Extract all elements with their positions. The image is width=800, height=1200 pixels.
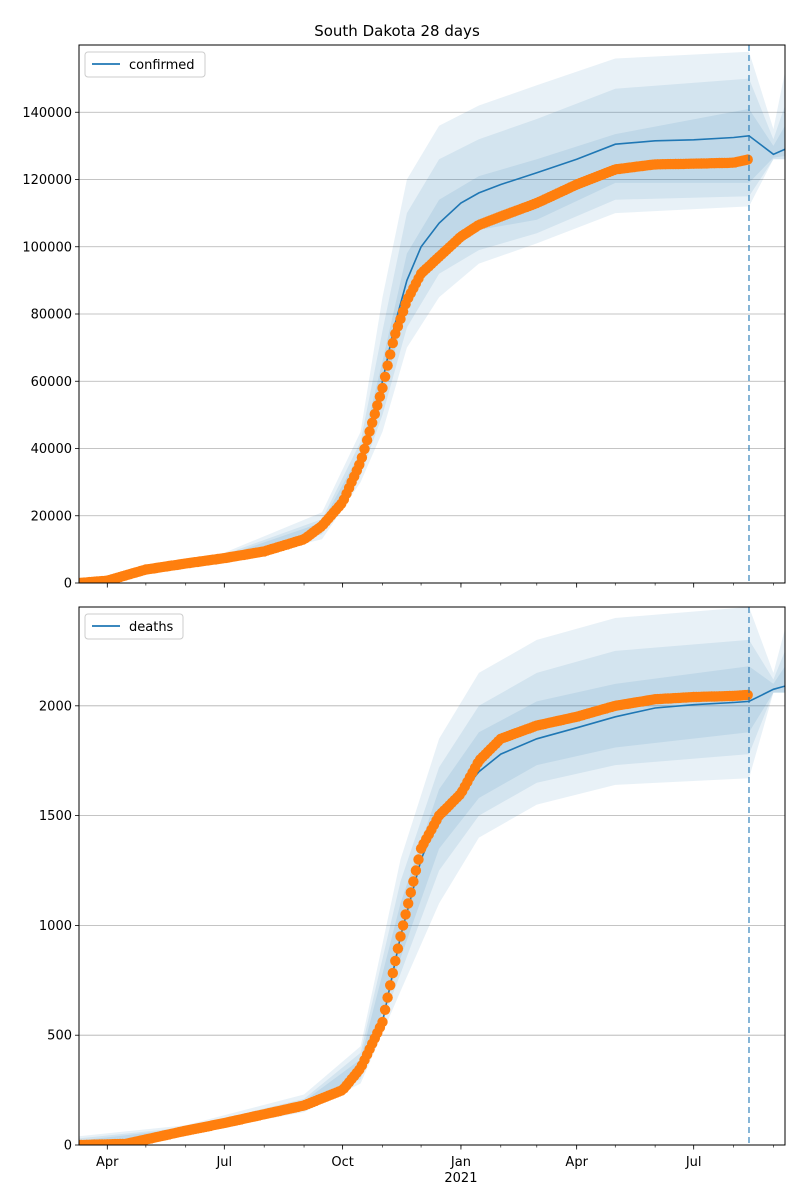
observed-point bbox=[382, 992, 393, 1003]
x-tick-year-label: 2021 bbox=[444, 1171, 477, 1186]
observed-point bbox=[356, 452, 368, 463]
observed-point bbox=[382, 360, 393, 371]
deaths-interval-bands bbox=[79, 607, 785, 1145]
deaths-y-axis: 0 500 1000 1500 2000 bbox=[39, 699, 79, 1154]
observed-point bbox=[367, 417, 378, 428]
observed-point bbox=[395, 931, 406, 942]
y-tick-label: 100000 bbox=[22, 240, 72, 255]
observed-point bbox=[359, 443, 370, 455]
y-tick-label: 1500 bbox=[39, 809, 72, 824]
interval-band-2 bbox=[79, 108, 785, 583]
chart-title: South Dakota 28 days bbox=[314, 22, 480, 40]
y-tick-label: 500 bbox=[47, 1029, 72, 1044]
deaths-plot-frame bbox=[78, 606, 786, 1146]
x-tick-label: Jan bbox=[450, 1155, 471, 1170]
interval-band-0 bbox=[79, 607, 785, 1145]
deaths-legend: deaths bbox=[84, 613, 184, 640]
legend-label-deaths: deaths bbox=[129, 620, 174, 635]
observed-point bbox=[392, 943, 404, 954]
observed-point bbox=[405, 887, 416, 898]
observed-point bbox=[408, 876, 419, 887]
y-tick-label: 40000 bbox=[31, 442, 72, 457]
interval-band-0 bbox=[79, 51, 785, 583]
y-tick-label: 80000 bbox=[31, 308, 72, 323]
observed-point bbox=[742, 154, 753, 165]
confirmed-x-axis bbox=[106, 583, 774, 588]
interval-band-1 bbox=[79, 78, 785, 583]
observed-point bbox=[361, 435, 373, 446]
observed-point bbox=[742, 689, 753, 701]
interval-band-2 bbox=[79, 666, 785, 1145]
observed-point bbox=[387, 967, 398, 979]
observed-point bbox=[387, 337, 398, 349]
x-tick-label: Jul bbox=[685, 1155, 702, 1170]
y-tick-label: 140000 bbox=[22, 106, 72, 121]
y-tick-label: 120000 bbox=[22, 173, 72, 188]
x-tick-label: Apr bbox=[565, 1155, 588, 1170]
observed-point bbox=[379, 371, 391, 382]
observed-point bbox=[369, 408, 380, 420]
confirmed-gridlines bbox=[79, 111, 785, 584]
deaths-observed-points bbox=[79, 689, 753, 1145]
x-tick-label: Oct bbox=[331, 1155, 353, 1170]
confirmed-y-axis: 0 20000 40000 60000 80000 100000 120000 140000 bbox=[22, 106, 79, 592]
legend-label-confirmed: confirmed bbox=[129, 58, 195, 73]
observed-point bbox=[377, 1016, 388, 1028]
observed-point bbox=[364, 426, 375, 437]
y-tick-label: 1000 bbox=[39, 919, 72, 934]
observed-point bbox=[400, 909, 411, 920]
observed-point bbox=[403, 898, 414, 909]
confirmed-observed-points bbox=[79, 154, 753, 583]
observed-point bbox=[377, 382, 388, 394]
confirmed-legend: confirmed bbox=[84, 51, 206, 78]
y-tick-label: 0 bbox=[64, 577, 72, 592]
observed-point bbox=[397, 920, 409, 931]
interval-band-1 bbox=[79, 639, 785, 1145]
observed-point bbox=[379, 1004, 391, 1015]
legend-box bbox=[84, 613, 184, 640]
y-tick-label: 0 bbox=[64, 1139, 72, 1154]
observed-point bbox=[390, 955, 401, 967]
observed-point bbox=[410, 865, 422, 876]
confirmed-panel: 020000400006000080000100000120000140000 … bbox=[22, 44, 786, 592]
observed-point bbox=[385, 980, 396, 991]
x-tick-label: Apr bbox=[96, 1155, 119, 1170]
y-tick-label: 2000 bbox=[39, 699, 72, 714]
x-tick-label: Jul bbox=[215, 1155, 232, 1170]
legend-box bbox=[84, 51, 206, 78]
observed-point bbox=[385, 349, 396, 360]
confirmed-interval-bands bbox=[79, 51, 785, 583]
observed-point bbox=[374, 391, 386, 402]
y-tick-label: 60000 bbox=[31, 375, 72, 390]
observed-point bbox=[413, 854, 424, 865]
observed-point bbox=[372, 400, 383, 411]
y-tick-label: 20000 bbox=[31, 509, 72, 524]
